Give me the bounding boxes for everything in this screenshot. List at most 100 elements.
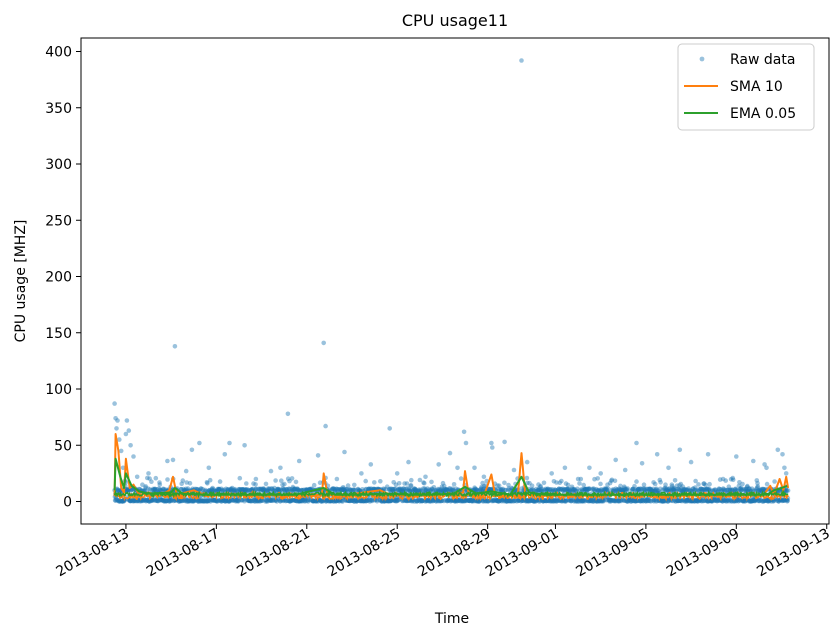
raw-data-point <box>780 452 785 457</box>
raw-data-point <box>232 488 238 494</box>
raw-data-point <box>287 499 293 504</box>
raw-data-point <box>598 481 603 487</box>
raw-data-point <box>400 498 405 504</box>
raw-data-point <box>358 498 364 504</box>
raw-data-point <box>202 499 207 504</box>
raw-data-point <box>442 486 448 492</box>
raw-data-point <box>430 498 436 503</box>
raw-data-point <box>445 487 451 493</box>
raw-data-point <box>410 498 416 503</box>
raw-data-point <box>412 486 418 492</box>
raw-data-point <box>263 498 269 503</box>
raw-data-point <box>403 498 409 503</box>
raw-data-point <box>377 498 383 503</box>
raw-data-point <box>407 488 413 494</box>
raw-data-point <box>497 498 502 504</box>
raw-data-point <box>478 487 483 492</box>
raw-data-point <box>414 498 420 503</box>
raw-data-point <box>395 498 400 503</box>
raw-data-point <box>129 498 134 504</box>
raw-data-point <box>427 487 432 492</box>
y-tick-label: 50 <box>54 438 72 454</box>
raw-data-point <box>394 498 400 503</box>
raw-data-point <box>363 478 369 484</box>
raw-data-point <box>495 499 501 504</box>
raw-data-point <box>318 499 324 504</box>
raw-data-point <box>149 487 155 493</box>
plot-layer <box>112 58 791 504</box>
raw-data-point <box>634 479 639 484</box>
raw-data-point <box>409 499 415 504</box>
raw-data-point <box>323 499 329 504</box>
raw-data-point <box>250 486 256 492</box>
raw-data-point <box>211 487 217 492</box>
raw-data-point <box>435 486 441 492</box>
raw-data-point <box>159 488 165 494</box>
raw-data-point <box>391 480 397 485</box>
raw-data-point <box>302 499 308 504</box>
raw-data-point <box>575 476 581 482</box>
raw-data-point <box>393 497 398 503</box>
raw-data-point <box>190 499 196 504</box>
raw-data-point <box>181 486 186 492</box>
raw-data-point <box>399 488 405 493</box>
raw-data-point <box>463 498 469 503</box>
raw-data-point <box>466 498 472 504</box>
raw-data-point <box>227 498 233 504</box>
raw-data-point <box>388 486 394 492</box>
raw-data-point <box>467 497 473 503</box>
raw-data-point <box>465 498 471 504</box>
raw-data-point <box>302 498 307 503</box>
raw-data-point <box>168 498 174 503</box>
raw-data-point <box>441 489 447 494</box>
raw-data-point <box>157 487 163 492</box>
raw-data-point <box>331 486 337 492</box>
raw-data-point <box>447 450 453 456</box>
raw-data-point <box>189 498 194 504</box>
raw-data-point <box>467 498 472 504</box>
raw-data-point <box>473 498 478 504</box>
raw-data-point <box>121 498 127 504</box>
raw-data-point <box>287 499 293 504</box>
raw-data-point <box>182 498 188 504</box>
raw-data-point <box>161 498 167 504</box>
raw-data-point <box>156 498 161 504</box>
raw-data-point <box>494 498 499 504</box>
raw-data-point <box>246 498 251 504</box>
raw-data-point <box>666 465 671 471</box>
raw-data-point <box>353 497 359 503</box>
raw-data-point <box>410 488 416 494</box>
raw-data-point <box>114 486 120 492</box>
raw-data-point <box>734 454 739 459</box>
raw-data-point <box>775 447 781 453</box>
raw-data-point <box>740 481 745 487</box>
raw-data-point <box>438 498 444 504</box>
raw-data-point <box>454 497 460 503</box>
raw-data-point <box>329 498 334 504</box>
raw-data-point <box>292 497 297 503</box>
raw-data-point <box>688 459 694 465</box>
raw-data-point <box>339 487 344 493</box>
raw-data-point <box>433 499 439 504</box>
raw-data-point <box>529 483 535 489</box>
raw-data-point <box>489 498 495 504</box>
raw-data-point <box>185 499 191 504</box>
raw-data-point <box>216 486 222 492</box>
raw-data-point <box>374 498 380 504</box>
raw-data-point <box>140 498 146 504</box>
raw-data-point <box>237 475 243 481</box>
raw-data-point <box>236 497 242 503</box>
raw-data-point <box>426 497 432 503</box>
raw-data-point <box>151 496 157 501</box>
raw-data-point <box>131 498 136 503</box>
raw-data-point <box>229 486 234 492</box>
raw-data-point <box>476 499 482 504</box>
raw-data-point <box>118 448 124 454</box>
raw-data-point <box>338 487 343 493</box>
raw-data-point <box>265 488 271 494</box>
raw-data-point <box>241 487 247 493</box>
raw-data-point <box>333 498 339 504</box>
raw-data-point <box>342 488 348 494</box>
raw-data-point <box>290 488 296 494</box>
